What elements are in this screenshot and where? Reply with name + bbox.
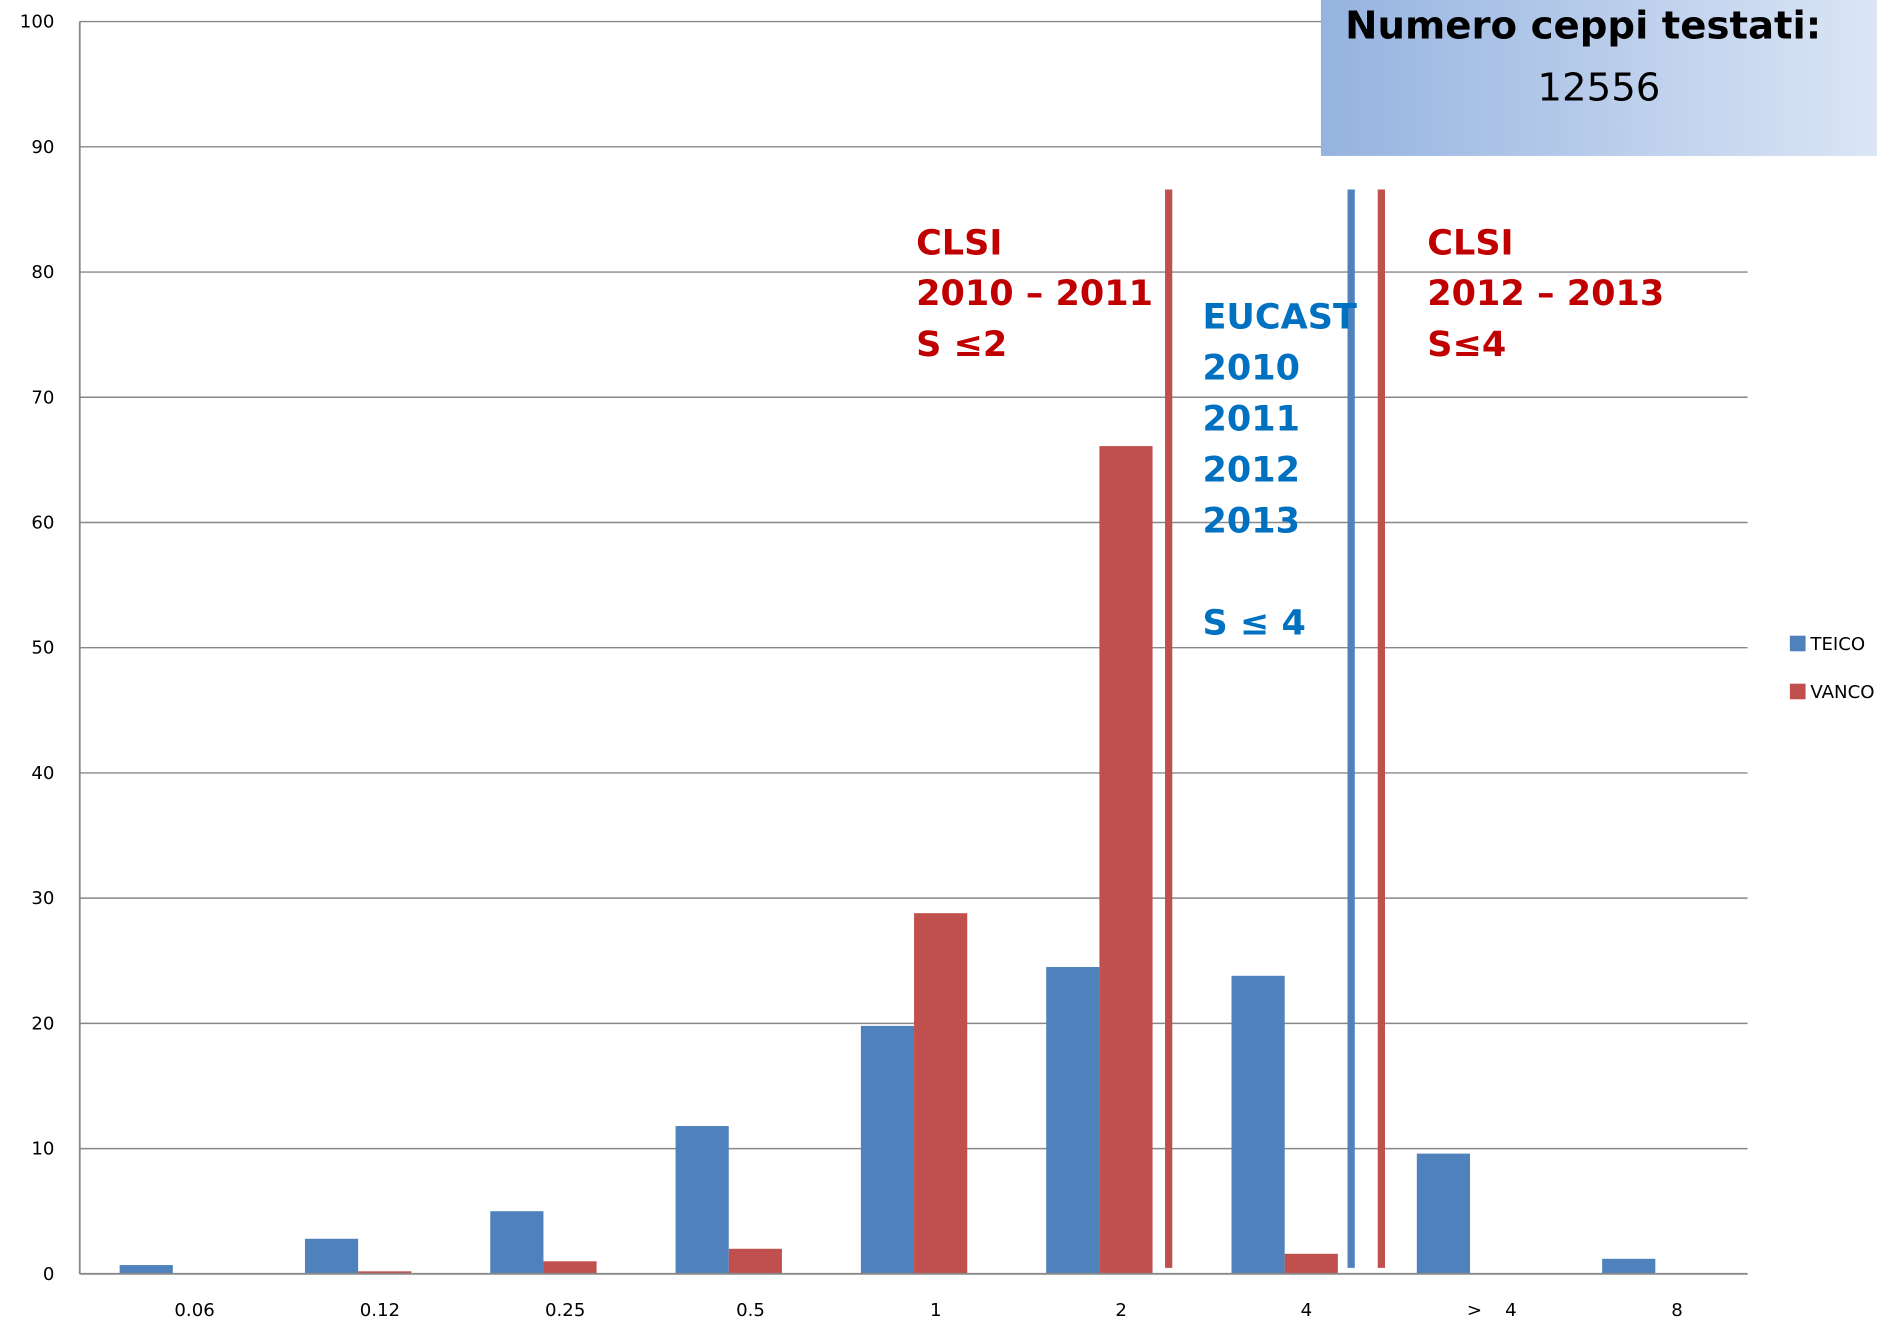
annotation: 2011 [1203, 400, 1301, 440]
x-tick-label: > 4 [1467, 1300, 1517, 1321]
bar [1046, 967, 1100, 1274]
annotation: 2013 [1203, 502, 1301, 542]
y-tick-label: 70 [31, 387, 54, 408]
info-value: 12556 [1537, 66, 1660, 111]
bar [490, 1211, 544, 1274]
y-tick-label: 100 [20, 12, 55, 33]
legend-label: TEICO [1809, 634, 1865, 655]
annotation: 2010 [1203, 349, 1301, 389]
bar [304, 1238, 359, 1274]
annotation: EUCAST [1203, 298, 1358, 338]
bar [1416, 1153, 1470, 1274]
y-tick-label: 80 [31, 262, 54, 283]
y-tick-label: 30 [31, 888, 54, 909]
x-tick-label: 0.25 [545, 1300, 585, 1321]
bar [1602, 1258, 1656, 1274]
x-tick-label: 0.5 [736, 1300, 765, 1321]
bar [675, 1126, 729, 1274]
y-tick-label: 10 [31, 1139, 54, 1160]
legend-label: VANCO [1810, 682, 1874, 703]
info-title: Numero ceppi testati: [1345, 4, 1821, 49]
y-tick-label: 50 [31, 638, 54, 659]
annotation: S ≤2 [916, 325, 1007, 365]
y-tick-label: 20 [31, 1013, 54, 1034]
x-tick-label: 8 [1671, 1300, 1683, 1321]
bar [914, 913, 968, 1274]
x-tick-label: 2 [1115, 1300, 1127, 1321]
legend-swatch [1789, 683, 1806, 700]
bar [1099, 446, 1153, 1274]
bar [860, 1025, 915, 1274]
x-tick-label: 0.06 [174, 1300, 214, 1321]
info-box [1320, 0, 1877, 156]
legend-swatch [1789, 635, 1806, 652]
annotation: S ≤ 4 [1203, 604, 1306, 644]
annotation: S≤4 [1427, 325, 1506, 365]
x-tick-label: 0.12 [360, 1300, 400, 1321]
bar [1231, 975, 1285, 1274]
x-tick-label: 1 [930, 1300, 942, 1321]
y-tick-label: 90 [31, 137, 54, 158]
annotation: CLSI [916, 223, 1002, 263]
bar [1284, 1253, 1338, 1274]
annotation: 2012 [1203, 451, 1301, 491]
annotation: 2012 – 2013 [1427, 274, 1664, 314]
bar [543, 1261, 597, 1274]
annotation: CLSI [1427, 223, 1513, 263]
x-tick-label: 4 [1301, 1300, 1313, 1321]
bar [358, 1271, 412, 1274]
y-tick-label: 40 [31, 763, 54, 784]
bar [119, 1265, 173, 1274]
bar [728, 1248, 782, 1274]
annotation: 2010 – 2011 [916, 274, 1153, 314]
y-tick-label: 60 [31, 513, 54, 534]
y-tick-label: 0 [43, 1264, 55, 1285]
